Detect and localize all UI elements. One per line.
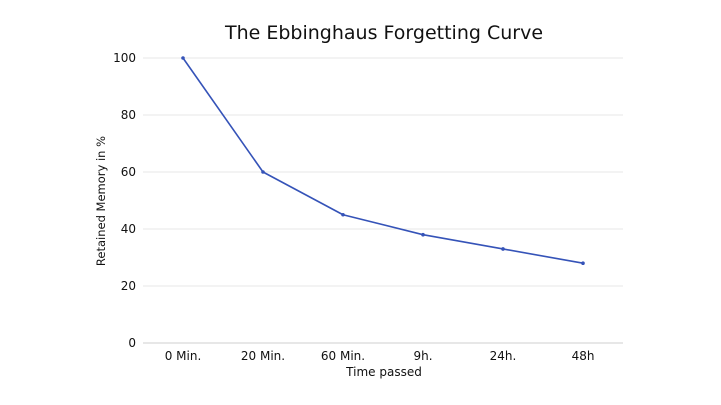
series-line <box>182 57 584 264</box>
y-tick-label: 0 <box>128 336 136 350</box>
y-tick-label: 40 <box>121 222 136 236</box>
data-point <box>341 212 345 217</box>
x-tick-label: 0 Min. <box>165 349 202 363</box>
x-axis-label: Time passed <box>345 365 422 379</box>
data-point <box>421 232 425 237</box>
x-axis-ticks: 0 Min. 20 Min. 60 Min. 9h. 24h. 48h <box>165 349 595 363</box>
x-tick-label: 9h. <box>413 349 432 363</box>
x-tick-label: 48h <box>572 349 595 363</box>
x-tick-label: 24h. <box>490 349 517 363</box>
y-axis-ticks: 0 20 40 60 80 100 <box>113 51 136 350</box>
chart-title: The Ebbinghaus Forgetting Curve <box>224 22 543 44</box>
data-point <box>581 261 585 266</box>
data-point <box>181 56 185 60</box>
x-tick-label: 60 Min. <box>321 349 365 363</box>
grid-lines <box>143 57 623 344</box>
data-point <box>261 170 265 174</box>
y-tick-label: 60 <box>121 165 136 179</box>
series-layer <box>181 56 585 266</box>
data-point <box>501 247 505 251</box>
y-tick-label: 80 <box>121 108 136 122</box>
y-tick-label: 100 <box>113 51 136 65</box>
y-tick-label: 20 <box>121 279 136 293</box>
x-tick-label: 20 Min. <box>241 349 285 363</box>
y-axis-label: Retained Memory in % <box>94 136 108 266</box>
